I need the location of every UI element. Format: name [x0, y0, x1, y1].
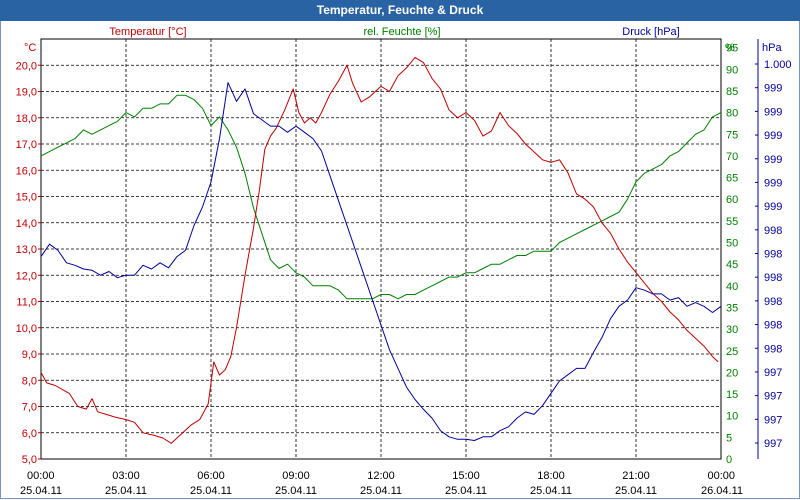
humidity-tick-label: 75 — [726, 129, 738, 141]
temperature-tick-label: 13,0 — [16, 244, 37, 256]
time-tick-label: 21:00 — [622, 470, 650, 482]
temperature-tick-label: 5,0 — [22, 454, 37, 466]
humidity-tick-label: 40 — [726, 281, 738, 293]
pressure-tick-label: 997 — [764, 438, 782, 450]
time-tick-label: 00:00 — [707, 470, 735, 482]
temperature-tick-label: 15,0 — [16, 192, 37, 204]
humidity-tick-label: 95 — [726, 43, 738, 55]
humidity-tick-label: 55 — [726, 216, 738, 228]
date-tick-label: 25.04.11 — [445, 485, 487, 497]
humidity-tick-label: 5 — [726, 432, 732, 444]
pressure-tick-label: 999 — [764, 106, 782, 118]
humidity-tick-label: 50 — [726, 238, 738, 250]
pressure-tick-label: 999 — [764, 177, 782, 189]
temperature-unit: °C — [24, 42, 36, 54]
temperature-tick-label: 12,0 — [16, 270, 37, 282]
date-tick-label: 25.04.11 — [105, 485, 147, 497]
series-lines — [40, 56, 722, 444]
humidity-unit: % — [725, 42, 735, 54]
humidity-tick-label: 45 — [726, 259, 738, 271]
time-tick-label: 03:00 — [112, 470, 140, 482]
temperature-tick-label: 17,0 — [16, 139, 37, 151]
humidity-tick-label: 20 — [726, 367, 738, 379]
humidity-tick-label: 30 — [726, 324, 738, 336]
date-tick-label: 25.04.11 — [20, 485, 62, 497]
humidity-tick-label: 80 — [726, 108, 738, 120]
pressure-tick-label: 999 — [764, 201, 782, 213]
date-tick-label: 25.04.11 — [615, 485, 657, 497]
time-tick-label: 12:00 — [367, 470, 395, 482]
pressure-tick-label: 998 — [764, 272, 782, 284]
temperature-axis-label: Temperatur [°C] — [109, 26, 186, 38]
humidity-tick-label: 35 — [726, 302, 738, 314]
pressure-tick-label: 998 — [764, 296, 782, 308]
temperature-tick-label: 7,0 — [22, 402, 37, 414]
humidity-tick-label: 15 — [726, 389, 738, 401]
temperature-tick-label: 19,0 — [16, 87, 37, 99]
grid-lines — [40, 39, 722, 460]
chart-title: Temperatur, Feuchte & Druck — [0, 0, 800, 21]
pressure-tick-label: 998 — [764, 249, 782, 261]
humidity-tick-label: 90 — [726, 64, 738, 76]
temperature-tick-label: 11,0 — [16, 297, 37, 309]
pressure-tick-label: 999 — [764, 154, 782, 166]
humidity-tick-label: 25 — [726, 346, 738, 358]
humidity-tick-label: 60 — [726, 194, 738, 206]
temperature-tick-label: 9,0 — [22, 349, 37, 361]
pressure-axis-label: Druck [hPa] — [622, 26, 679, 38]
pressure-tick-label: 999 — [764, 83, 782, 95]
time-tick-label: 00:00 — [27, 470, 55, 482]
pressure-tick-label: 998 — [764, 320, 782, 332]
humidity-tick-label: 65 — [726, 173, 738, 185]
time-tick-label: 06:00 — [197, 470, 225, 482]
pressure-tick-label: 998 — [764, 225, 782, 237]
time-tick-label: 15:00 — [452, 470, 480, 482]
temperature-tick-label: 18,0 — [16, 113, 37, 125]
date-tick-label: 25.04.11 — [275, 485, 317, 497]
temperature-tick-labels: 5,0 6,0 7,0 8,0 9,0 10,0 11,0 12,0 13,0 14,0 15,0 1… — [16, 60, 41, 466]
pressure-series-line — [40, 82, 722, 441]
date-tick-label: 25.04.11 — [190, 485, 232, 497]
humidity-tick-label: 10 — [726, 411, 738, 423]
pressure-tick-label: 1.000 — [764, 59, 792, 71]
time-tick-labels: 00:00 25.04.11 03:00 25.04.11 06:00 25.04.11 0… — [20, 470, 743, 497]
temperature-tick-label: 14,0 — [16, 218, 37, 230]
pressure-tick-labels: 997 997 997 997 998 998 998 998 998 998 999 999 999 9… — [755, 59, 792, 450]
humidity-tick-label: 70 — [726, 151, 738, 163]
temperature-tick-label: 10,0 — [16, 323, 37, 335]
pressure-tick-label: 997 — [764, 414, 782, 426]
pressure-tick-label: 998 — [764, 343, 782, 355]
date-tick-label: 26.04.11 — [701, 485, 743, 497]
humidity-tick-label: 85 — [726, 86, 738, 98]
pressure-tick-label: 999 — [764, 130, 782, 142]
pressure-unit: hPa — [762, 42, 782, 54]
temperature-tick-label: 16,0 — [16, 165, 37, 177]
humidity-series-line — [40, 94, 722, 300]
temperature-tick-label: 8,0 — [22, 375, 37, 387]
pressure-tick-label: 997 — [764, 391, 782, 403]
date-tick-label: 25.04.11 — [530, 485, 572, 497]
humidity-axis-label: rel. Feuchte [%] — [363, 26, 440, 38]
date-tick-label: 25.04.11 — [360, 485, 402, 497]
temperature-tick-label: 20,0 — [16, 60, 37, 72]
pressure-tick-label: 997 — [764, 367, 782, 379]
humidity-tick-labels: 0 5 10 15 20 25 30 35 40 45 50 55 60 65 70 75 80 85 90 95 — [726, 43, 738, 466]
humidity-tick-label: 0 — [726, 454, 732, 466]
time-tick-label: 09:00 — [282, 470, 310, 482]
temperature-tick-label: 6,0 — [22, 428, 37, 440]
temperature-series-line — [40, 56, 719, 444]
time-tick-label: 18:00 — [537, 470, 565, 482]
